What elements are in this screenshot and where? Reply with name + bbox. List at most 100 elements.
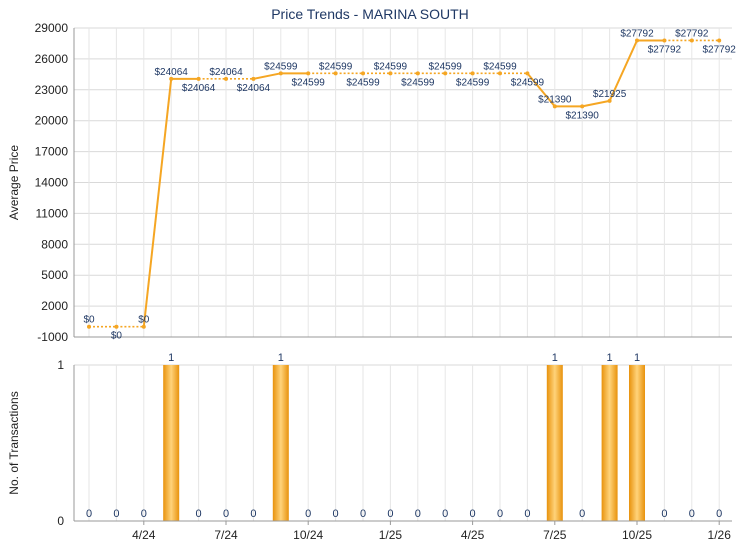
price-data-label: $27792 [620,28,654,39]
y-tick-label: 17000 [35,145,69,159]
price-data-label: $24064 [182,83,216,94]
y-tick-label: 2000 [41,299,68,313]
price-point [525,71,530,76]
bar-data-label: 0 [113,508,119,520]
price-data-label: $21390 [566,110,600,121]
y-tick-label: 11000 [36,206,69,220]
price-point [306,71,311,76]
price-data-label: $24599 [292,77,326,88]
price-data-label: $24599 [319,61,353,72]
y-tick-label: 8000 [41,237,68,251]
bar-data-label: 0 [223,508,229,520]
bar-data-label: 0 [470,508,476,520]
bar-data-label: 0 [524,508,530,520]
price-point [278,71,283,76]
price-line-segment [582,99,610,108]
price-point [196,76,201,81]
price-data-label: $27792 [675,28,709,39]
transaction-bar [272,365,289,521]
bar-data-label: 0 [360,508,366,520]
x-tick-label: 10/24 [293,528,323,542]
price-point [717,38,722,43]
transaction-bar [163,365,180,521]
price-data-label: $0 [83,315,95,326]
bar-data-label: 0 [196,508,202,520]
bar-data-label: 0 [86,508,92,520]
price-point [552,104,557,109]
x-tick-label: 4/24 [132,528,156,542]
price-data-label: $24064 [209,67,243,78]
price-data-label: $24599 [401,77,435,88]
x-tick-label: 10/25 [622,528,652,542]
y-tick-label: 1 [57,358,64,372]
y-tick-label: 20000 [35,114,69,128]
price-data-label: $24599 [483,61,517,72]
y-tick-label: 14000 [35,176,69,190]
bar-data-label: 0 [250,508,256,520]
price-data-label: $27792 [703,44,737,55]
price-point [607,98,612,103]
price-point [689,38,694,43]
chart-title: Price Trends - MARINA SOUTH [271,6,469,22]
x-tick-label: 7/25 [543,528,567,542]
price-data-label: $24064 [237,83,271,94]
bar-data-label: 0 [442,508,448,520]
price-data-label: $24599 [264,61,298,72]
transaction-bar [546,365,563,521]
price-data-label: $24064 [155,67,189,78]
price-point [141,324,146,329]
y-tick-label: 26000 [35,52,69,66]
price-line-segment [608,40,638,102]
price-line-segment [526,72,556,108]
price-point [388,71,393,76]
transaction-bar [601,365,618,521]
x-tick-label: 1/25 [379,528,403,542]
bar-data-label: 0 [333,508,339,520]
bar-data-label: 1 [552,352,558,364]
price-point [224,76,228,81]
price-data-label: $0 [111,331,123,342]
price-line-segment [253,72,281,80]
price-point [415,71,420,76]
price-point [333,71,338,76]
y-axis-title: Average Price [7,145,21,220]
price-point [498,71,502,76]
x-tick-label: 4/25 [461,528,485,542]
price-data-label: $24599 [456,77,490,88]
y-tick-label: 0 [57,514,64,528]
price-point [635,38,639,43]
price-point [114,324,119,329]
price-point [87,324,91,329]
price-data-label: $27792 [648,44,682,55]
bar-data-label: 0 [415,508,421,520]
bar-data-label: 1 [607,352,613,364]
y-tick-label: -1000 [37,330,68,344]
bar-data-label: 0 [497,508,503,520]
bar-data-label: 0 [689,508,695,520]
y-axis-title: No. of Transactions [7,391,21,494]
x-tick-label: 1/26 [708,528,732,542]
price-point [662,38,667,43]
price-data-label: $24599 [511,77,545,88]
bar-data-label: 1 [278,352,284,364]
price-point [443,71,448,76]
y-tick-label: 29000 [35,21,69,35]
price-data-label: $21390 [538,94,572,105]
price-point [361,71,365,76]
bar-data-label: 0 [387,508,393,520]
price-data-label: $24599 [374,61,408,72]
bar-data-label: 0 [141,508,147,520]
price-data-label: $0 [138,315,150,326]
price-data-label: $24599 [346,77,380,88]
y-tick-label: 23000 [35,83,69,97]
bar-data-label: 0 [305,508,311,520]
bar-data-label: 0 [579,508,585,520]
price-point [580,104,585,109]
bar-data-label: 1 [168,352,174,364]
bar-data-label: 0 [661,508,667,520]
price-data-label: $24599 [429,61,463,72]
price-data-label: $21925 [593,89,627,100]
price-line-segment [142,78,173,327]
price-point [169,76,174,81]
